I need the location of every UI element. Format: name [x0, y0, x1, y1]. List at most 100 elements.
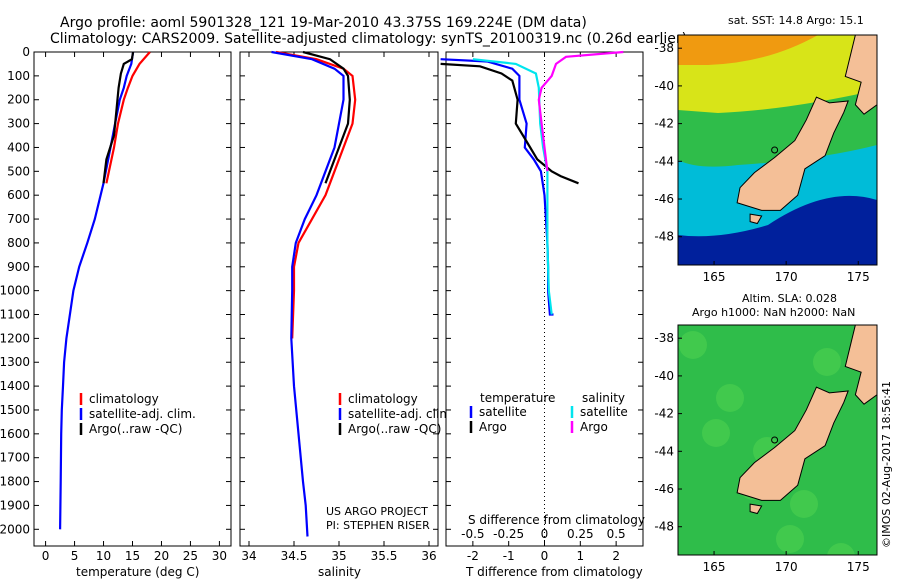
series-argo-raw-qc-: [102, 51, 135, 184]
difference-xlabel: T difference from climatology: [465, 565, 643, 579]
sla-anomaly-patch: [813, 348, 841, 376]
plot-frame: [33, 51, 232, 547]
north-island-land: [844, 325, 877, 405]
y-tick-label: 900: [7, 260, 30, 274]
x-tick-label: 10: [96, 549, 111, 563]
stewart-island-land: [749, 503, 763, 515]
map-lat-label: -40: [654, 369, 674, 383]
y-tick-label: 100: [7, 69, 30, 83]
legend-label: climatology: [348, 392, 418, 406]
y-tick-label: 1400: [0, 379, 30, 393]
map-lon-label: 170: [775, 270, 798, 284]
map-frame: [677, 324, 878, 556]
sla-anomaly-patch: [679, 331, 707, 359]
series-satellite-adj-clim-: [59, 51, 135, 530]
x-tick-top-label: 0: [541, 527, 549, 541]
title-line-1: Argo profile: aoml 5901328_121 19-Mar-20…: [60, 15, 587, 31]
map-lat-label: -38: [654, 331, 674, 345]
sla-anomaly-patch: [702, 419, 730, 447]
legend-label: satellite: [580, 405, 628, 419]
x-tick-top-label: 0.25: [567, 527, 594, 541]
y-tick-label: 600: [7, 188, 30, 202]
legend-title-salinity: salinity: [582, 391, 625, 405]
stewart-island-land: [749, 213, 763, 225]
sla-anomaly-patch: [827, 543, 855, 555]
plot-frame: [445, 51, 644, 547]
legend-label: satellite-adj. clim.: [348, 407, 455, 421]
y-tick-label: 1300: [0, 355, 30, 369]
x-tick-label: -2: [467, 549, 479, 563]
map-lon-label: 170: [775, 560, 798, 574]
sla-anomaly-patch: [716, 384, 744, 412]
y-tick-label: 1000: [0, 284, 30, 298]
y-tick-label: 200: [7, 93, 30, 107]
x-tick-top-label: 0.5: [607, 527, 626, 541]
y-tick-label: 400: [7, 140, 30, 154]
x-tick-label: 30: [212, 549, 227, 563]
series-satellite: [472, 58, 553, 315]
y-tick-label: 1600: [0, 427, 30, 441]
south-island-land: [736, 386, 849, 501]
timestamp-stamp: ©IMOS 02-Aug-2017 18:56:41: [880, 381, 893, 548]
map-lat-label: -40: [654, 79, 674, 93]
y-tick-label: 500: [7, 164, 30, 178]
map-lat-label: -48: [654, 520, 674, 534]
title-line-2: Climatology: CARS2009. Satellite-adjuste…: [50, 31, 687, 47]
sla-anomaly-patch: [790, 490, 818, 518]
salinity-xlabel: salinity: [318, 565, 361, 579]
y-tick-label: 1700: [0, 451, 30, 465]
sst-map-title: sat. SST: 14.8 Argo: 15.1: [728, 14, 864, 27]
y-tick-label: 2000: [0, 522, 30, 536]
map-lon-label: 175: [847, 560, 870, 574]
x-tick-label: -1: [503, 549, 515, 563]
y-tick-label: 1800: [0, 475, 30, 489]
argo-float-marker: [771, 436, 779, 444]
sst-map: -38 -40 -42 -44 -46 -48 165 170 175: [654, 34, 878, 284]
legend-title-temperature: temperature: [480, 391, 555, 405]
x-tick-label: 25: [183, 549, 198, 563]
map-lat-label: -42: [654, 407, 674, 421]
series-argo: [440, 62, 579, 185]
series-argo-raw-qc-: [302, 50, 351, 184]
x-tick-label: 20: [154, 549, 169, 563]
x-tick-label: 0: [42, 549, 50, 563]
x-tick-label: 35.5: [371, 549, 398, 563]
difference-xlabel-top: S difference from climatology: [468, 513, 645, 527]
y-tick-label: 800: [7, 236, 30, 250]
series-satellite-adj-clim-: [271, 50, 345, 537]
argo-float-marker: [771, 146, 779, 154]
legend-label: Argo: [580, 420, 608, 434]
map-lon-label: 175: [847, 270, 870, 284]
x-tick-label: 5: [71, 549, 79, 563]
temperature-xlabel: temperature (deg C): [76, 565, 199, 579]
map-frame: [677, 34, 878, 266]
x-tick-label: 2: [612, 549, 620, 563]
x-tick-label: 36: [421, 549, 436, 563]
plot-frame: [239, 51, 439, 547]
legend-label: Argo: [479, 420, 507, 434]
map-lat-label: -44: [654, 154, 674, 168]
south-island-land: [736, 96, 849, 211]
sst-hot-water: [678, 35, 818, 65]
map-field: [678, 325, 877, 555]
legend-label: Argo(..raw -QC): [89, 422, 182, 436]
x-tick-label: 35: [331, 549, 346, 563]
sla-map-title-2: Argo h1000: NaN h2000: NaN: [692, 306, 855, 319]
credit-pi: PI: STEPHEN RISER: [326, 519, 430, 532]
y-tick-label: 1100: [0, 308, 30, 322]
series-climatology: [105, 51, 151, 184]
y-tick-label: 300: [7, 117, 30, 131]
map-lat-label: -48: [654, 230, 674, 244]
map-field: [678, 35, 877, 265]
x-tick-top-label: -0.25: [493, 527, 524, 541]
map-lat-label: -46: [654, 482, 674, 496]
sla-map-title-1: Altim. SLA: 0.028: [742, 292, 837, 305]
map-lat-label: -46: [654, 192, 674, 206]
map-lat-label: -42: [654, 117, 674, 131]
north-island-land: [844, 35, 877, 115]
x-tick-label: 15: [125, 549, 140, 563]
salinity-panel: 34 34.5 35 35.5 36 climatologysatellite-adj. …: [239, 50, 455, 563]
legend-label: satellite-adj. clim.: [89, 407, 196, 421]
credit-project: US ARGO PROJECT: [326, 505, 428, 518]
